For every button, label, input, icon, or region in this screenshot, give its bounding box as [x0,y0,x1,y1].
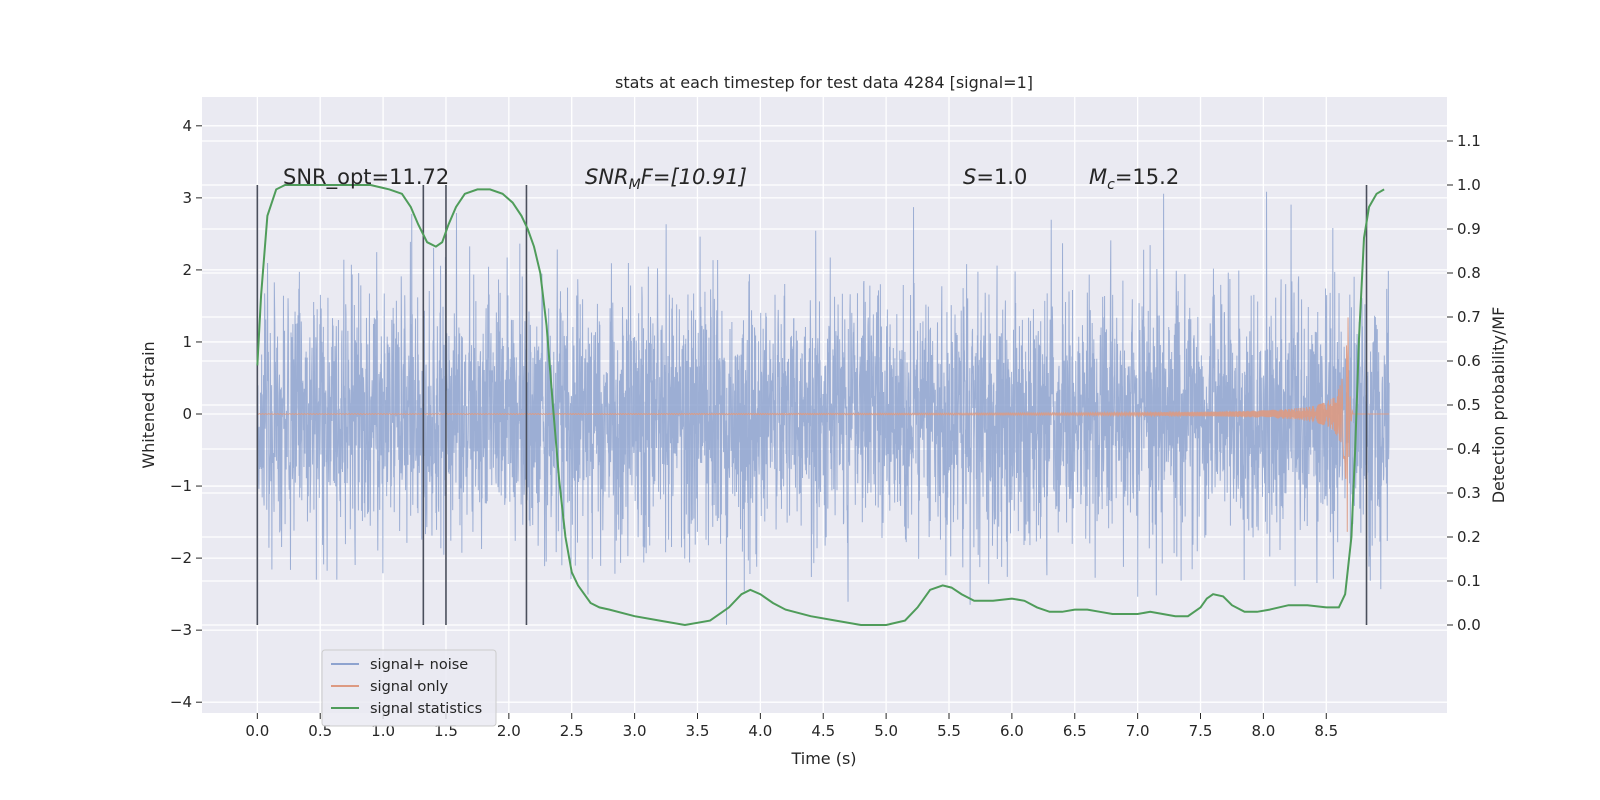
snr-mf-annotation: SNRMF=[10.91] [585,165,747,193]
y2-tick-label: 0.4 [1457,440,1481,458]
y-tick-label: 0 [182,405,192,423]
x-tick-label: 5.5 [937,722,961,740]
x-axis-ticks: 0.0 0.5 1.0 1.5 2.0 2.5 3.0 3.5 4.0 4.5 5.0 5.5 6.0 6… [245,713,1338,740]
y2-tick-label: 0.6 [1457,352,1481,370]
x-axis-label: Time (s) [790,749,856,768]
y2-tick-label: 0.9 [1457,220,1481,238]
x-tick-label: 6.0 [1000,722,1024,740]
s-label: S [963,165,976,189]
mc-label: M [1089,165,1107,189]
y2-tick-label: 0.0 [1457,616,1481,634]
y-tick-label: −3 [170,621,192,639]
x-tick-label: 4.0 [748,722,772,740]
y-tick-label: −1 [170,477,192,495]
legend-label-signal: signal only [370,679,449,695]
y-tick-label: −2 [170,549,192,567]
legend-box [321,649,497,727]
mc-value: =15.2 [1115,165,1179,189]
x-tick-label: 3.0 [623,722,647,740]
snr-opt-annotation: SNR_opt=11.72 [283,165,449,190]
y-tick-label: 1 [182,333,192,351]
x-tick-label: 7.5 [1189,722,1213,740]
snr-mf-sub: M [629,177,641,193]
x-tick-label: 8.5 [1314,722,1338,740]
y-tick-label: 4 [182,117,192,135]
x-tick-label: 7.0 [1126,722,1150,740]
x-tick-label: 2.5 [560,722,584,740]
legend-label-stats: signal statistics [370,701,482,717]
x-tick-label: 2.0 [497,722,521,740]
chart-title: stats at each timestep for test data 428… [615,73,1033,92]
x-tick-label: 6.5 [1063,722,1087,740]
x-tick-label: 4.5 [811,722,835,740]
x-tick-label: 3.5 [686,722,710,740]
signal-statistics-series [256,184,1385,627]
y2-tick-label: 1.1 [1457,132,1481,150]
mc-annotation: Mc=15.2 [1089,165,1179,193]
s-annotation: S=1.0 [963,165,1027,189]
snr-mf-base: SNR [585,165,629,189]
y-axis-label: Whitened strain [139,341,158,468]
y-tick-label: 2 [182,261,192,279]
y2-tick-label: 0.5 [1457,396,1481,414]
y2-tick-label: 0.3 [1457,484,1481,502]
y-tick-label: 3 [182,189,192,207]
y2-axis-label: Detection probability/MF [1489,307,1508,504]
s-value: =1.0 [976,165,1027,189]
y2-tick-label: 0.2 [1457,528,1481,546]
y2-tick-label: 0.1 [1457,572,1481,590]
mc-sub: c [1107,177,1115,193]
x-tick-label: 8.0 [1251,722,1275,740]
y-axis-ticks: −4 −3 −2 −1 0 1 2 3 4 [170,117,202,711]
y2-tick-label: 0.7 [1457,308,1481,326]
snr-mf-tail: F=[10.91] [641,165,747,189]
y2-tick-label: 0.8 [1457,264,1481,282]
signal-statistics-line [256,184,1385,627]
legend-label-noise: signal+ noise [370,657,468,673]
x-tick-label: 0.0 [245,722,269,740]
y2-tick-label: 1.0 [1457,176,1481,194]
y-tick-label: −4 [170,693,192,711]
vertical-markers [256,185,1368,625]
legend: signal+ noise signal only signal statist… [321,649,497,727]
x-tick-label: 5.0 [874,722,898,740]
y2-axis-ticks: 0.0 0.1 0.2 0.3 0.4 0.5 0.6 0.7 0.8 0.9 1.0 1.1 [1447,132,1481,634]
